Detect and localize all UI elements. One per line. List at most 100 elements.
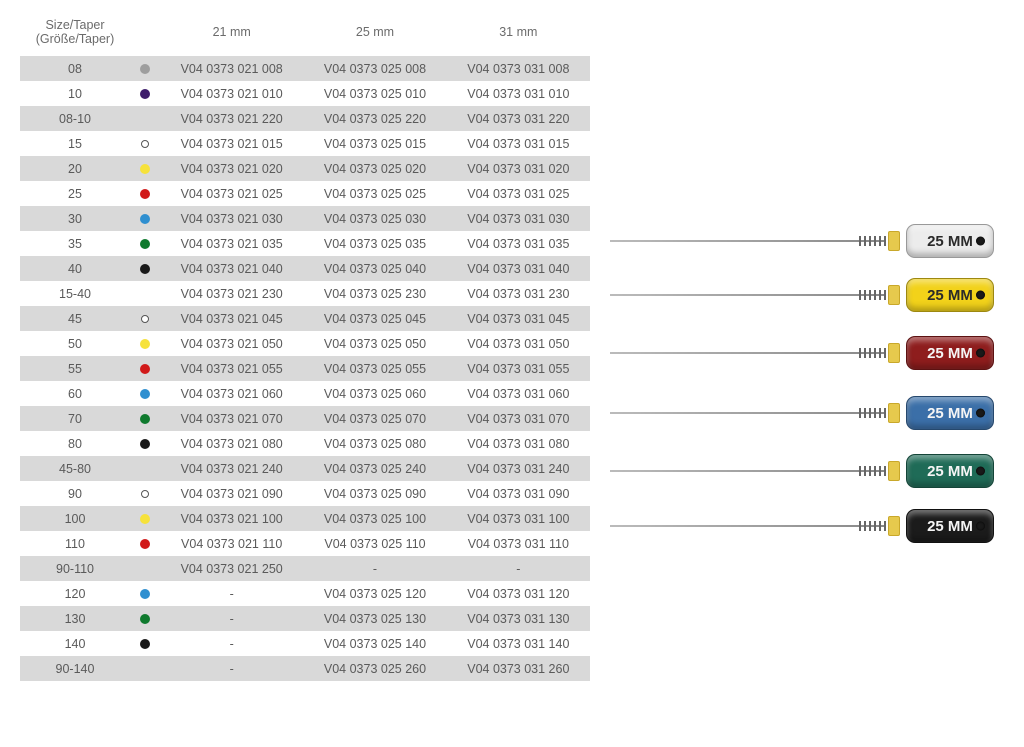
file-instrument: 25 MM: [610, 330, 994, 376]
cell-code: -: [160, 656, 303, 681]
cell-code: V04 0373 025 055: [303, 356, 446, 381]
table-row: 120-V04 0373 025 120V04 0373 031 120: [20, 581, 590, 606]
file-shaft-icon: [610, 525, 886, 527]
product-photo-region: 25 MM 25 MM 25 MM 25 MM 25 MM 25 MM: [600, 0, 1024, 747]
handle-label: 25 MM: [927, 287, 973, 304]
color-dot-icon: [140, 239, 150, 249]
cell-code: V04 0373 031 035: [447, 231, 590, 256]
file-instrument: 25 MM: [610, 448, 994, 494]
cell-code: V04 0373 031 220: [447, 106, 590, 131]
cell-size: 10: [20, 81, 130, 106]
table-row: 08-10V04 0373 021 220V04 0373 025 220V04…: [20, 106, 590, 131]
cell-code: V04 0373 031 090: [447, 481, 590, 506]
table-row: 45V04 0373 021 045V04 0373 025 045V04 03…: [20, 306, 590, 331]
size-taper-table: Size/Taper (Größe/Taper) 21 mm 25 mm 31 …: [20, 12, 590, 681]
cell-code: V04 0373 031 030: [447, 206, 590, 231]
cell-swatch: [130, 556, 160, 581]
color-dot-icon: [140, 614, 150, 624]
cell-code: V04 0373 031 240: [447, 456, 590, 481]
rubber-stop-icon: [888, 403, 900, 423]
header-col-21: 21 mm: [160, 12, 303, 56]
table-row: 90V04 0373 021 090V04 0373 025 090V04 03…: [20, 481, 590, 506]
cell-code: V04 0373 021 055: [160, 356, 303, 381]
cell-code: V04 0373 021 080: [160, 431, 303, 456]
handle-hole-icon: [976, 409, 985, 418]
cell-size: 100: [20, 506, 130, 531]
cell-code: V04 0373 021 015: [160, 131, 303, 156]
cell-swatch: [130, 581, 160, 606]
header-size-l1: Size/Taper: [24, 18, 126, 32]
cell-code: V04 0373 025 008: [303, 56, 446, 81]
color-dot-icon: [140, 589, 150, 599]
handle-label: 25 MM: [927, 518, 973, 535]
cell-code: V04 0373 025 140: [303, 631, 446, 656]
cell-code: V04 0373 021 250: [160, 556, 303, 581]
cell-size: 08: [20, 56, 130, 81]
cell-size: 90-140: [20, 656, 130, 681]
table-row: 90-110V04 0373 021 250--: [20, 556, 590, 581]
file-shaft-icon: [610, 240, 886, 242]
file-instrument: 25 MM: [610, 390, 994, 436]
cell-swatch: [130, 231, 160, 256]
cell-swatch: [130, 56, 160, 81]
cell-swatch: [130, 406, 160, 431]
cell-code: V04 0373 021 070: [160, 406, 303, 431]
cell-code: V04 0373 021 045: [160, 306, 303, 331]
cell-code: V04 0373 021 100: [160, 506, 303, 531]
cell-size: 50: [20, 331, 130, 356]
handle-hole-icon: [976, 349, 985, 358]
cell-swatch: [130, 531, 160, 556]
table-row: 110V04 0373 021 110V04 0373 025 110V04 0…: [20, 531, 590, 556]
table-row: 100V04 0373 021 100V04 0373 025 100V04 0…: [20, 506, 590, 531]
cell-code: V04 0373 025 015: [303, 131, 446, 156]
cell-size: 45-80: [20, 456, 130, 481]
cell-code: V04 0373 021 090: [160, 481, 303, 506]
cell-size: 90-110: [20, 556, 130, 581]
color-dot-icon: [140, 264, 150, 274]
cell-code: V04 0373 021 035: [160, 231, 303, 256]
cell-swatch: [130, 256, 160, 281]
cell-swatch: [130, 206, 160, 231]
table-row: 80V04 0373 021 080V04 0373 025 080V04 03…: [20, 431, 590, 456]
cell-size: 08-10: [20, 106, 130, 131]
table-row: 40V04 0373 021 040V04 0373 025 040V04 03…: [20, 256, 590, 281]
color-dot-icon: [140, 639, 150, 649]
cell-swatch: [130, 331, 160, 356]
color-dot-icon: [140, 514, 150, 524]
cell-code: V04 0373 021 240: [160, 456, 303, 481]
table-row: 55V04 0373 021 055V04 0373 025 055V04 03…: [20, 356, 590, 381]
cell-code: V04 0373 025 230: [303, 281, 446, 306]
cell-code: V04 0373 025 025: [303, 181, 446, 206]
cell-code: V04 0373 025 050: [303, 331, 446, 356]
cell-swatch: [130, 656, 160, 681]
cell-code: -: [160, 631, 303, 656]
cell-code: V04 0373 025 010: [303, 81, 446, 106]
cell-code: V04 0373 025 240: [303, 456, 446, 481]
cell-size: 110: [20, 531, 130, 556]
rubber-stop-icon: [888, 231, 900, 251]
file-handle: 25 MM: [906, 336, 994, 370]
cell-size: 70: [20, 406, 130, 431]
cell-size: 40: [20, 256, 130, 281]
cell-size: 90: [20, 481, 130, 506]
cell-code: V04 0373 025 260: [303, 656, 446, 681]
color-dot-icon: [140, 414, 150, 424]
color-dot-icon: [141, 140, 149, 148]
cell-swatch: [130, 481, 160, 506]
cell-swatch: [130, 181, 160, 206]
cell-code: V04 0373 021 008: [160, 56, 303, 81]
cell-code: V04 0373 021 010: [160, 81, 303, 106]
handle-label: 25 MM: [927, 233, 973, 250]
cell-code: V04 0373 031 040: [447, 256, 590, 281]
color-dot-icon: [140, 539, 150, 549]
cell-code: -: [447, 556, 590, 581]
table-row: 140-V04 0373 025 140V04 0373 031 140: [20, 631, 590, 656]
cell-code: V04 0373 031 008: [447, 56, 590, 81]
cell-code: V04 0373 021 040: [160, 256, 303, 281]
handle-hole-icon: [976, 467, 985, 476]
cell-size: 15: [20, 131, 130, 156]
table-row: 70V04 0373 021 070V04 0373 025 070V04 03…: [20, 406, 590, 431]
file-instrument: 25 MM: [610, 272, 994, 318]
cell-code: V04 0373 025 130: [303, 606, 446, 631]
header-size-l2: (Größe/Taper): [24, 32, 126, 46]
